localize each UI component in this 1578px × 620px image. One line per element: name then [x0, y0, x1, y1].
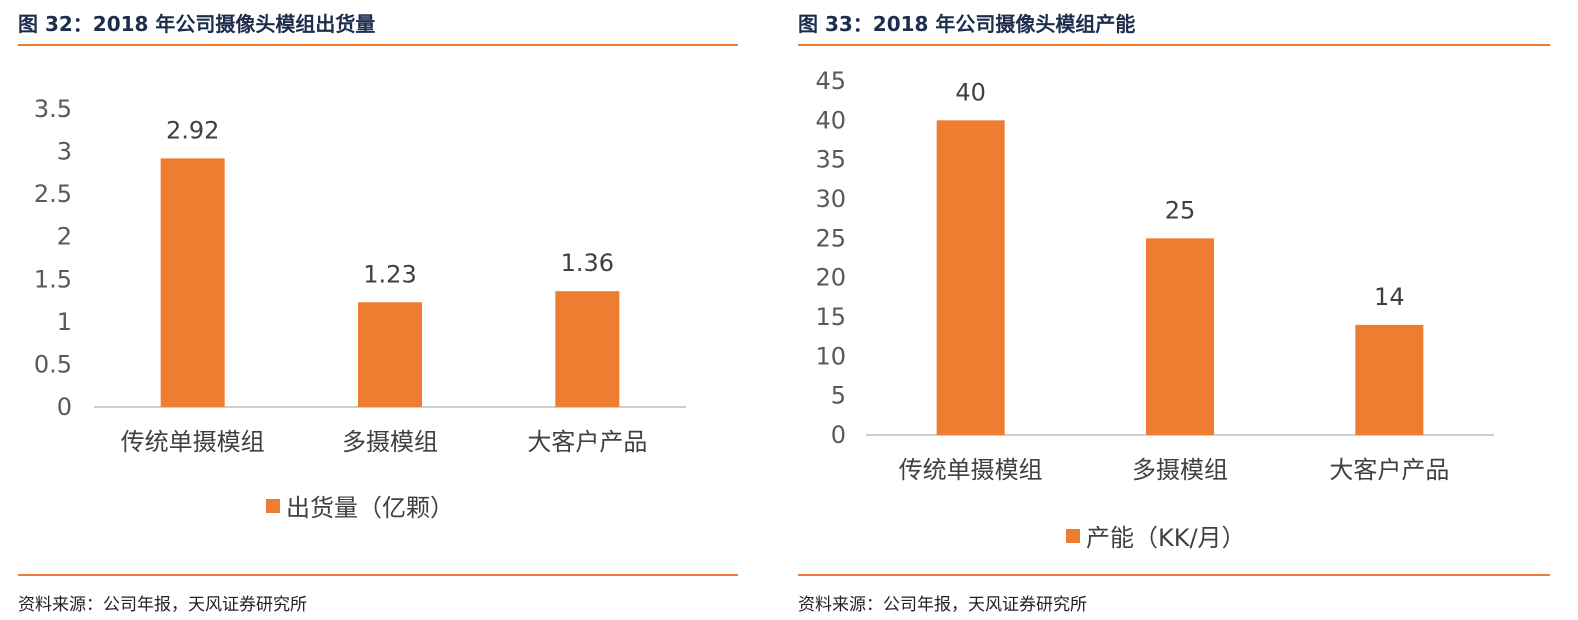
- y-tick-label: 0.5: [34, 350, 72, 378]
- figure-33-panel: 图 33：2018 年公司摄像头模组产能 0 5 10 15 20 25 30 35 40 45 4…: [798, 0, 1550, 620]
- data-label: 40: [955, 78, 986, 106]
- y-tick-label: 10: [815, 342, 846, 370]
- legend-label: 出货量（亿颗）: [286, 494, 454, 522]
- data-label: 1.23: [363, 260, 416, 288]
- chart-legend: 产能（KK/月）: [1066, 518, 1246, 553]
- title-rule: [18, 44, 738, 46]
- y-tick-label: 2: [57, 223, 72, 251]
- figure-title: 图 32：2018 年公司摄像头模组出货量: [18, 12, 376, 36]
- bar: [1146, 238, 1214, 435]
- y-tick-label: 30: [815, 185, 846, 213]
- category-label: 多摄模组: [1132, 456, 1228, 484]
- category-label: 传统单摄模组: [121, 428, 265, 456]
- legend-swatch: [1066, 528, 1080, 543]
- shipment-bar-chart: 0 0.5 1 1.5 2 2.5 3 3.5 2.92 传统单摄模组 1.23 多摄模组 1.36 大客…: [34, 95, 686, 456]
- source-rule: [798, 574, 1550, 576]
- data-label: 14: [1374, 283, 1405, 311]
- y-tick-label: 35: [815, 146, 846, 174]
- y-tick-label: 3: [57, 138, 72, 166]
- y-tick-label: 3.5: [34, 95, 72, 123]
- y-tick-label: 0: [831, 421, 846, 449]
- y-tick-label: 5: [831, 382, 846, 410]
- category-label: 大客户产品: [527, 428, 647, 456]
- bar: [160, 158, 225, 407]
- chart-legend: 出货量（亿颗）: [266, 488, 454, 523]
- figure-32-panel: 图 32：2018 年公司摄像头模组出货量 0 0.5 1 1.5 2 2.5 3 3.5 2.…: [18, 0, 738, 620]
- data-label: 25: [1165, 196, 1196, 224]
- source-rule: [18, 574, 738, 576]
- y-tick-label: 0: [57, 393, 72, 421]
- category-label: 多摄模组: [342, 428, 438, 456]
- y-tick-label: 1: [57, 308, 72, 336]
- y-tick-label: 45: [815, 67, 846, 95]
- y-tick-label: 25: [815, 224, 846, 252]
- title-rule: [798, 44, 1550, 46]
- capacity-bar-chart: 0 5 10 15 20 25 30 35 40 45 40 传统单摄模组 25 多摄模组 14 大客户产品: [815, 67, 1494, 484]
- data-label: 1.36: [561, 249, 614, 277]
- source-note: 资料来源：公司年报，天风证券研究所: [18, 595, 307, 615]
- bar: [358, 302, 422, 407]
- y-tick-label: 1.5: [34, 265, 72, 293]
- bar: [936, 120, 1005, 435]
- data-label: 2.92: [166, 116, 219, 144]
- bar: [1355, 324, 1424, 435]
- y-tick-label: 40: [815, 106, 846, 134]
- legend-label: 产能（KK/月）: [1086, 524, 1246, 552]
- category-label: 大客户产品: [1329, 456, 1449, 484]
- bar: [555, 291, 620, 407]
- y-tick-label: 2.5: [34, 180, 72, 208]
- category-label: 传统单摄模组: [899, 456, 1043, 484]
- legend-swatch: [266, 498, 280, 513]
- figure-title: 图 33：2018 年公司摄像头模组产能: [798, 12, 1136, 36]
- source-note: 资料来源：公司年报，天风证券研究所: [798, 595, 1087, 615]
- y-tick-label: 15: [815, 303, 846, 331]
- y-tick-label: 20: [815, 264, 846, 292]
